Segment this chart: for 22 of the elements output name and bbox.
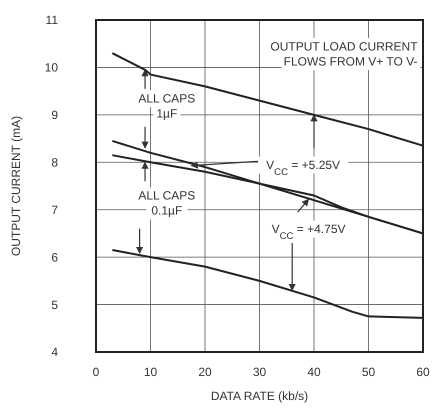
y-tick-label: 5	[51, 298, 58, 312]
x-tick-label: 40	[307, 365, 321, 379]
annotation: ALL CAPS 0.1µF	[138, 188, 196, 218]
x-tick-label: 10	[144, 365, 158, 379]
y-tick-label: 10	[44, 60, 58, 75]
y-axis-title: OUTPUT CURRENT (mA)	[9, 116, 23, 256]
y-tick-label: 9	[51, 108, 58, 122]
annotation: V$_{CC}$ = +4.75V	[272, 222, 346, 242]
x-axis-title: DATA RATE (kb/s)	[210, 389, 308, 403]
annotation: OUTPUT LOAD CURRENT FLOWS FROM V+ TO V-	[270, 39, 418, 68]
x-tick-label: 50	[362, 365, 376, 379]
x-tick-label: 20	[198, 365, 212, 379]
annotation: V$_{CC}$ = +5.25V	[266, 158, 340, 178]
annotation: ALL CAPS 1µF	[138, 91, 196, 120]
y-tick-label: 4	[51, 345, 58, 360]
y-tick-label: 11	[46, 13, 58, 28]
x-tick-label: 30	[252, 365, 266, 379]
y-tick-label: 8	[51, 155, 58, 170]
x-tick-label: 60	[416, 365, 430, 379]
y-tick-label: 7	[51, 202, 58, 217]
x-tick-label: 0	[92, 365, 100, 379]
y-tick-label: 6	[51, 250, 58, 264]
